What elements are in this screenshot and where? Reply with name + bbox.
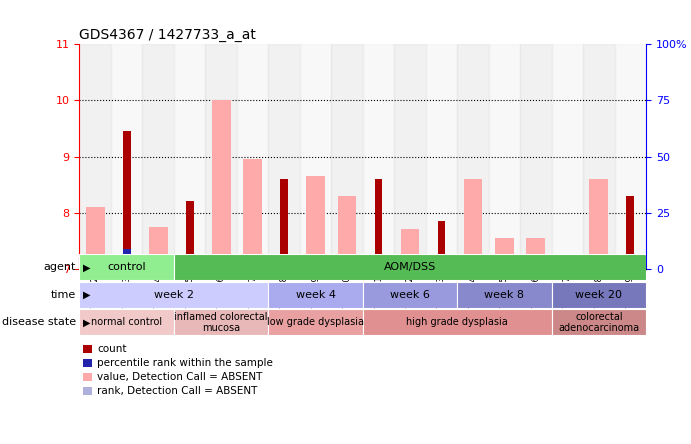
Bar — [123, 131, 131, 269]
Text: percentile rank within the sample: percentile rank within the sample — [97, 358, 274, 368]
Bar — [363, 309, 551, 335]
Bar — [300, 44, 331, 269]
Text: value, Detection Call = ABSENT: value, Detection Call = ABSENT — [97, 372, 263, 382]
Bar — [237, 44, 268, 269]
Text: inflamed colorectal
mucosa: inflamed colorectal mucosa — [174, 312, 268, 333]
Bar — [426, 44, 457, 269]
Bar — [589, 258, 608, 269]
Bar — [395, 44, 426, 269]
Bar — [627, 254, 634, 269]
Bar — [457, 44, 489, 269]
Bar — [437, 221, 446, 269]
Text: ▶: ▶ — [83, 317, 91, 327]
Bar — [401, 263, 419, 269]
Bar — [149, 263, 168, 269]
Bar — [627, 196, 634, 269]
Bar — [375, 179, 382, 269]
Bar — [186, 254, 193, 269]
Bar — [186, 202, 193, 269]
Text: week 6: week 6 — [390, 290, 430, 300]
Bar — [174, 44, 205, 269]
Bar — [86, 258, 104, 269]
Text: high grade dysplasia: high grade dysplasia — [406, 317, 508, 327]
Text: low grade dysplasia: low grade dysplasia — [267, 317, 364, 327]
Bar — [280, 179, 288, 269]
Text: colorectal
adenocarcinoma: colorectal adenocarcinoma — [558, 312, 639, 333]
Bar — [614, 44, 646, 269]
Bar — [589, 179, 608, 269]
Text: week 2: week 2 — [154, 290, 194, 300]
Bar — [331, 44, 363, 269]
Bar — [306, 258, 325, 269]
Bar — [174, 309, 268, 335]
Bar — [563, 263, 571, 269]
Bar — [123, 249, 131, 269]
Bar — [86, 207, 104, 269]
Text: AOM/DSS: AOM/DSS — [384, 262, 436, 272]
Text: normal control: normal control — [91, 317, 162, 327]
Bar — [306, 176, 325, 269]
Bar — [464, 263, 482, 269]
Text: week 8: week 8 — [484, 290, 524, 300]
Bar — [363, 44, 395, 269]
Bar — [149, 226, 168, 269]
Bar — [174, 254, 646, 280]
Bar — [268, 44, 300, 269]
Bar — [464, 179, 482, 269]
Text: ▶: ▶ — [83, 262, 91, 272]
Bar — [205, 44, 237, 269]
Bar — [495, 238, 514, 269]
Bar — [338, 196, 357, 269]
Text: week 4: week 4 — [296, 290, 336, 300]
Bar — [79, 254, 174, 280]
Bar — [489, 44, 520, 269]
Bar — [79, 309, 174, 335]
Text: ▶: ▶ — [83, 290, 91, 300]
Text: disease state: disease state — [2, 317, 76, 327]
Bar — [495, 263, 514, 269]
Bar — [401, 230, 419, 269]
Bar — [583, 44, 614, 269]
Bar — [111, 44, 142, 269]
Bar — [243, 159, 262, 269]
Bar — [457, 282, 551, 308]
Bar — [551, 309, 646, 335]
Text: count: count — [97, 344, 127, 353]
Bar — [268, 282, 363, 308]
Bar — [551, 44, 583, 269]
Bar — [563, 266, 571, 269]
Bar — [520, 44, 551, 269]
Bar — [142, 44, 174, 269]
Text: GDS4367 / 1427733_a_at: GDS4367 / 1427733_a_at — [79, 28, 256, 42]
Bar — [527, 238, 545, 269]
Text: control: control — [107, 262, 146, 272]
Bar — [243, 258, 262, 269]
Bar — [551, 282, 646, 308]
Text: time: time — [50, 290, 76, 300]
Bar — [211, 100, 231, 269]
Bar — [79, 282, 268, 308]
Text: week 20: week 20 — [576, 290, 623, 300]
Bar — [527, 263, 545, 269]
Text: agent: agent — [44, 262, 76, 272]
Bar — [375, 254, 382, 269]
Bar — [363, 282, 457, 308]
Bar — [79, 44, 111, 269]
Bar — [211, 258, 231, 269]
Bar — [338, 260, 357, 269]
Text: rank, Detection Call = ABSENT: rank, Detection Call = ABSENT — [97, 386, 258, 396]
Bar — [437, 258, 446, 269]
Bar — [268, 309, 363, 335]
Bar — [280, 254, 288, 269]
